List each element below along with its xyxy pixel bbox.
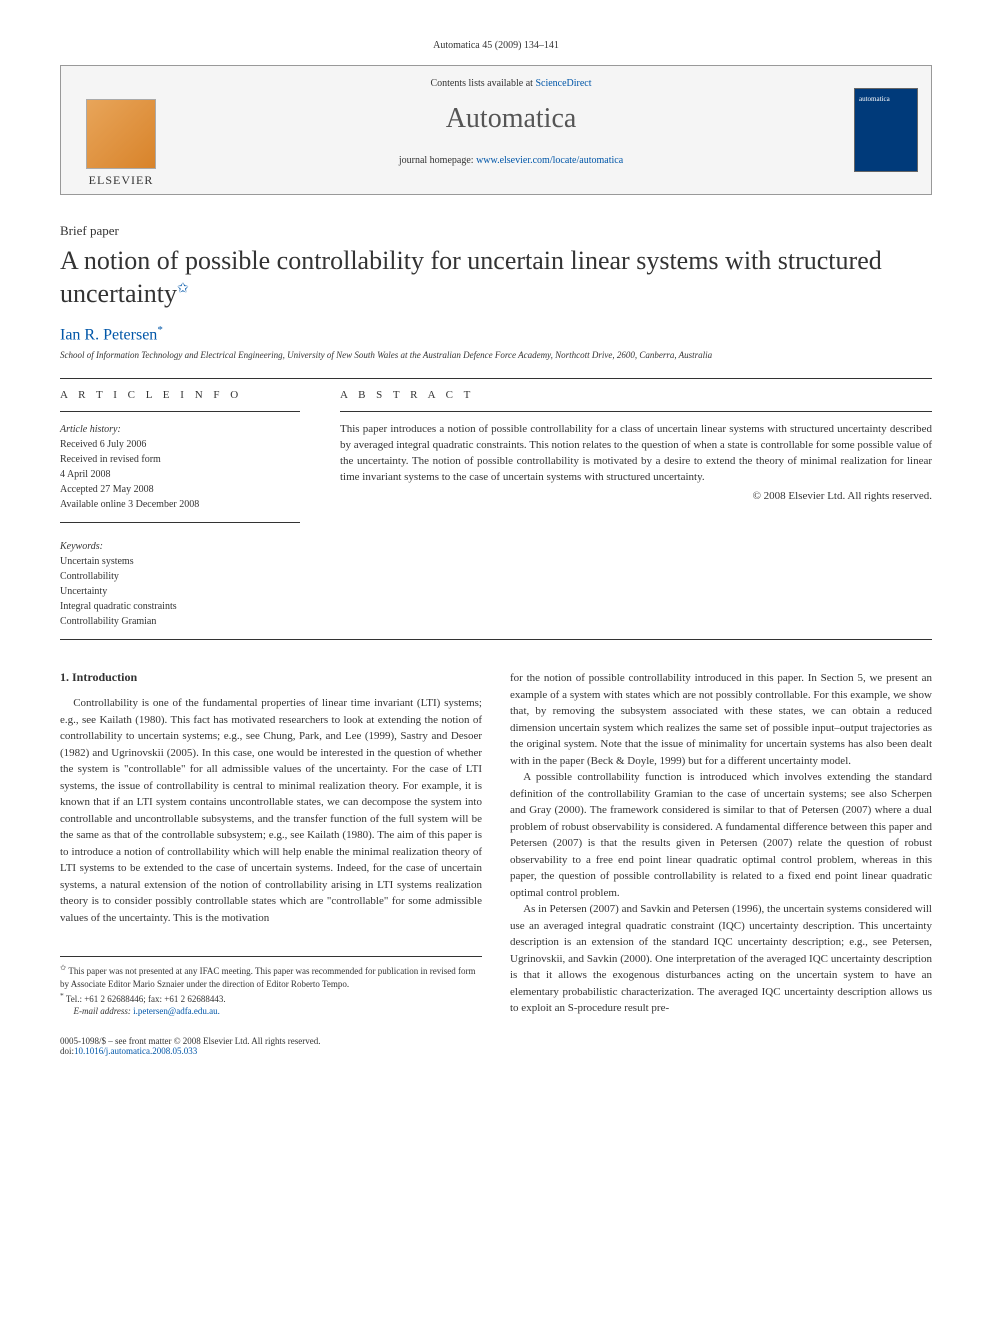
keyword: Uncertain systems — [60, 554, 300, 569]
homepage-prefix: journal homepage: — [399, 155, 476, 166]
email-label: E-mail address: — [74, 1006, 134, 1016]
keyword: Uncertainty — [60, 584, 300, 599]
keyword: Controllability Gramian — [60, 614, 300, 629]
footnote-mark: * — [60, 991, 64, 1000]
doi-line: doi:10.1016/j.automatica.2008.05.033 — [60, 1046, 932, 1056]
doi-link[interactable]: 10.1016/j.automatica.2008.05.033 — [74, 1046, 197, 1056]
publisher-name: ELSEVIER — [89, 173, 154, 188]
front-matter-line: 0005-1098/$ – see front matter © 2008 El… — [60, 1036, 932, 1046]
meta-row: A R T I C L E I N F O Article history: R… — [60, 389, 932, 629]
keyword: Controllability — [60, 569, 300, 584]
abstract-text: This paper introduces a notion of possib… — [340, 422, 932, 486]
divider — [340, 411, 932, 412]
author-text: Ian R. Petersen — [60, 326, 157, 343]
article-info-col: A R T I C L E I N F O Article history: R… — [60, 389, 300, 629]
body-paragraph: A possible controllability function is i… — [510, 769, 932, 901]
publisher-block: ELSEVIER — [61, 66, 181, 194]
keywords-label: Keywords: — [60, 539, 300, 554]
footnote-presentation: ✩ This paper was not presented at any IF… — [60, 963, 482, 990]
homepage-link[interactable]: www.elsevier.com/locate/automatica — [476, 155, 623, 166]
journal-cover-thumb — [854, 88, 918, 172]
author-name[interactable]: Ian R. Petersen* — [60, 324, 932, 344]
body-paragraph: As in Petersen (2007) and Savkin and Pet… — [510, 901, 932, 1017]
left-column: 1. Introduction Controllability is one o… — [60, 670, 482, 1017]
divider — [60, 639, 932, 640]
divider — [60, 522, 300, 523]
section-title: Introduction — [72, 670, 137, 684]
title-text: A notion of possible controllability for… — [60, 246, 882, 308]
affiliation: School of Information Technology and Ele… — [60, 350, 932, 360]
section-heading: 1. Introduction — [60, 670, 482, 685]
journal-banner: ELSEVIER Contents lists available at Sci… — [60, 65, 932, 195]
contents-prefix: Contents lists available at — [430, 78, 535, 89]
history-line: Received 6 July 2006 — [60, 437, 300, 452]
divider — [60, 378, 932, 379]
history-line: Accepted 27 May 2008 — [60, 482, 300, 497]
elsevier-logo — [86, 99, 156, 169]
abstract-copyright: © 2008 Elsevier Ltd. All rights reserved… — [340, 490, 932, 502]
article-history: Article history: Received 6 July 2006 Re… — [60, 422, 300, 629]
history-line: Received in revised form — [60, 452, 300, 467]
body-paragraph: for the notion of possible controllabili… — [510, 670, 932, 769]
title-footnote-mark[interactable]: ✩ — [177, 281, 189, 296]
contents-line: Contents lists available at ScienceDirec… — [181, 78, 841, 89]
abstract-heading: A B S T R A C T — [340, 389, 932, 401]
running-header: Automatica 45 (2009) 134–141 — [60, 40, 932, 51]
article-info-heading: A R T I C L E I N F O — [60, 389, 300, 401]
email-link[interactable]: i.petersen@adfa.edu.au. — [133, 1006, 220, 1016]
banner-right — [841, 66, 931, 194]
page-footer: 0005-1098/$ – see front matter © 2008 El… — [60, 1036, 932, 1056]
banner-center: Contents lists available at ScienceDirec… — [181, 66, 841, 194]
journal-name: Automatica — [181, 103, 841, 135]
history-label: Article history: — [60, 422, 300, 437]
body-paragraph: Controllability is one of the fundamenta… — [60, 695, 482, 926]
homepage-line: journal homepage: www.elsevier.com/locat… — [181, 155, 841, 166]
history-line: Available online 3 December 2008 — [60, 497, 300, 512]
footnote-email: E-mail address: i.petersen@adfa.edu.au. — [60, 1005, 482, 1018]
sciencedirect-link[interactable]: ScienceDirect — [535, 78, 591, 89]
footnote-mark: ✩ — [60, 963, 66, 972]
footnote-tel: Tel.: +61 2 62688446; fax: +61 2 6268844… — [66, 994, 226, 1004]
body-columns: 1. Introduction Controllability is one o… — [60, 670, 932, 1017]
paper-type: Brief paper — [60, 223, 932, 239]
doi-label: doi: — [60, 1046, 74, 1056]
author-corr-mark[interactable]: * — [157, 324, 163, 336]
footnote-text: This paper was not presented at any IFAC… — [60, 966, 475, 989]
divider — [60, 411, 300, 412]
footnote-corresponding: * Tel.: +61 2 62688446; fax: +61 2 62688… — [60, 991, 482, 1006]
paper-title: A notion of possible controllability for… — [60, 245, 932, 310]
section-number: 1. — [60, 670, 69, 684]
keyword: Integral quadratic constraints — [60, 599, 300, 614]
footnotes: ✩ This paper was not presented at any IF… — [60, 956, 482, 1017]
right-column: for the notion of possible controllabili… — [510, 670, 932, 1017]
history-line: 4 April 2008 — [60, 467, 300, 482]
abstract-col: A B S T R A C T This paper introduces a … — [340, 389, 932, 629]
